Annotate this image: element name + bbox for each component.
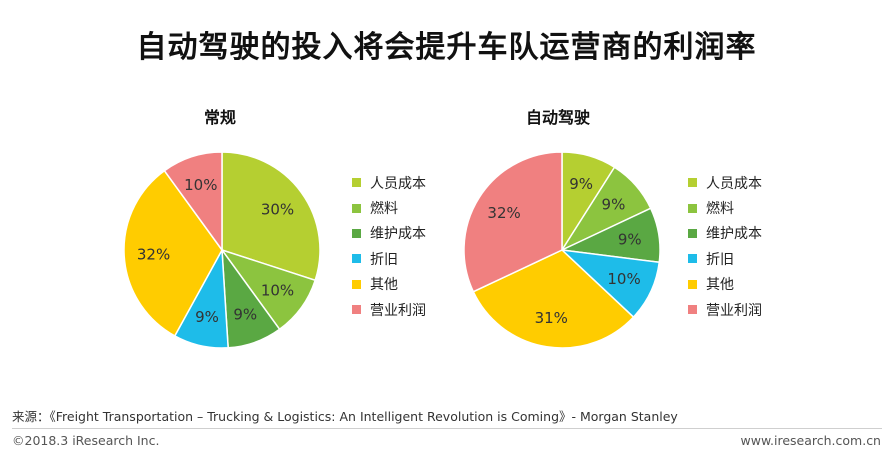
legend-item-1-2: 维护成本 [688,221,762,246]
legend-label: 燃料 [370,201,398,218]
legend-item-0-5: 营业利润 [352,297,426,322]
source-note: 来源：《Freight Transportation – Trucking & … [12,409,678,424]
page-title: 自动驾驶的投入将会提升车队运营商的利润率 [136,30,757,65]
legend-label: 人员成本 [706,175,762,192]
legend-item-0-3: 折旧 [352,246,426,271]
chart-title-conventional: 常规 [203,108,236,127]
legend-item-1-3: 折旧 [688,246,762,271]
pie-chart-autonomous: 9% 9% 9% 10% 31% 32% [463,151,661,349]
pie-data-label-0-1: 10% [261,281,294,299]
pie-data-label-1-1: 9% [602,196,626,214]
legend-swatch [352,279,361,289]
pie-data-label-1-0: 9% [569,175,593,193]
legend-label: 人员成本 [370,175,426,192]
pie-slice-0-5 [163,151,223,253]
pie-slice-1-4 [472,249,635,349]
legend-swatch [688,254,697,264]
legend-swatch [688,279,697,289]
legend-label: 折旧 [370,251,398,268]
legend-swatch [352,254,361,264]
legend-item-0-4: 其他 [352,272,426,297]
legend-conventional: 人员成本燃料维护成本折旧其他营业利润 [352,170,426,322]
legend-item-1-5: 营业利润 [688,297,762,322]
legend-item-1-1: 燃料 [688,195,762,220]
legend-swatch [688,203,697,213]
website-link[interactable]: www.iresearch.com.cn [740,433,882,448]
footer-divider [12,428,882,429]
pie-data-label-0-0: 30% [261,201,294,219]
legend-item-1-4: 其他 [688,272,762,297]
legend-item-0-2: 维护成本 [352,221,426,246]
legend-label: 其他 [370,277,398,294]
legend-swatch [352,203,361,213]
legend-label: 营业利润 [370,302,426,319]
legend-autonomous: 人员成本燃料维护成本折旧其他营业利润 [688,170,762,322]
legend-item-0-0: 人员成本 [352,170,426,195]
pie-data-label-0-5: 10% [184,176,217,194]
legend-label: 燃料 [706,201,734,218]
legend-swatch [352,305,361,315]
pie-chart-conventional: 30%10%9%9%32%10% [123,151,321,349]
pie-data-label-0-3: 9% [195,308,219,326]
legend-label: 其他 [706,277,734,294]
legend-swatch [688,228,697,238]
pie-slice-0-0 [221,151,321,282]
pie-data-label-1-4: 31% [535,309,568,327]
legend-label: 维护成本 [370,226,426,243]
legend-item-1-0: 人员成本 [688,170,762,195]
legend-swatch [352,178,361,188]
pie-data-label-1-5: 32% [487,204,520,222]
pie-slice-0-4 [123,169,223,337]
pie-data-label-1-2: 9% [618,230,642,248]
legend-label: 维护成本 [706,226,762,243]
pie-data-label-1-3: 10% [607,270,640,288]
legend-label: 营业利润 [706,302,762,319]
legend-swatch [352,228,361,238]
pie-data-label-0-2: 9% [233,306,257,324]
legend-item-0-1: 燃料 [352,195,426,220]
legend-label: 折旧 [706,251,734,268]
legend-swatch [688,178,697,188]
pie-slice-1-5 [463,151,563,293]
copyright: ©2018.3 iResearch Inc. [12,433,160,448]
legend-swatch [688,305,697,315]
chart-title-autonomous: 自动驾驶 [525,108,590,127]
pie-data-label-0-4: 32% [137,245,170,263]
